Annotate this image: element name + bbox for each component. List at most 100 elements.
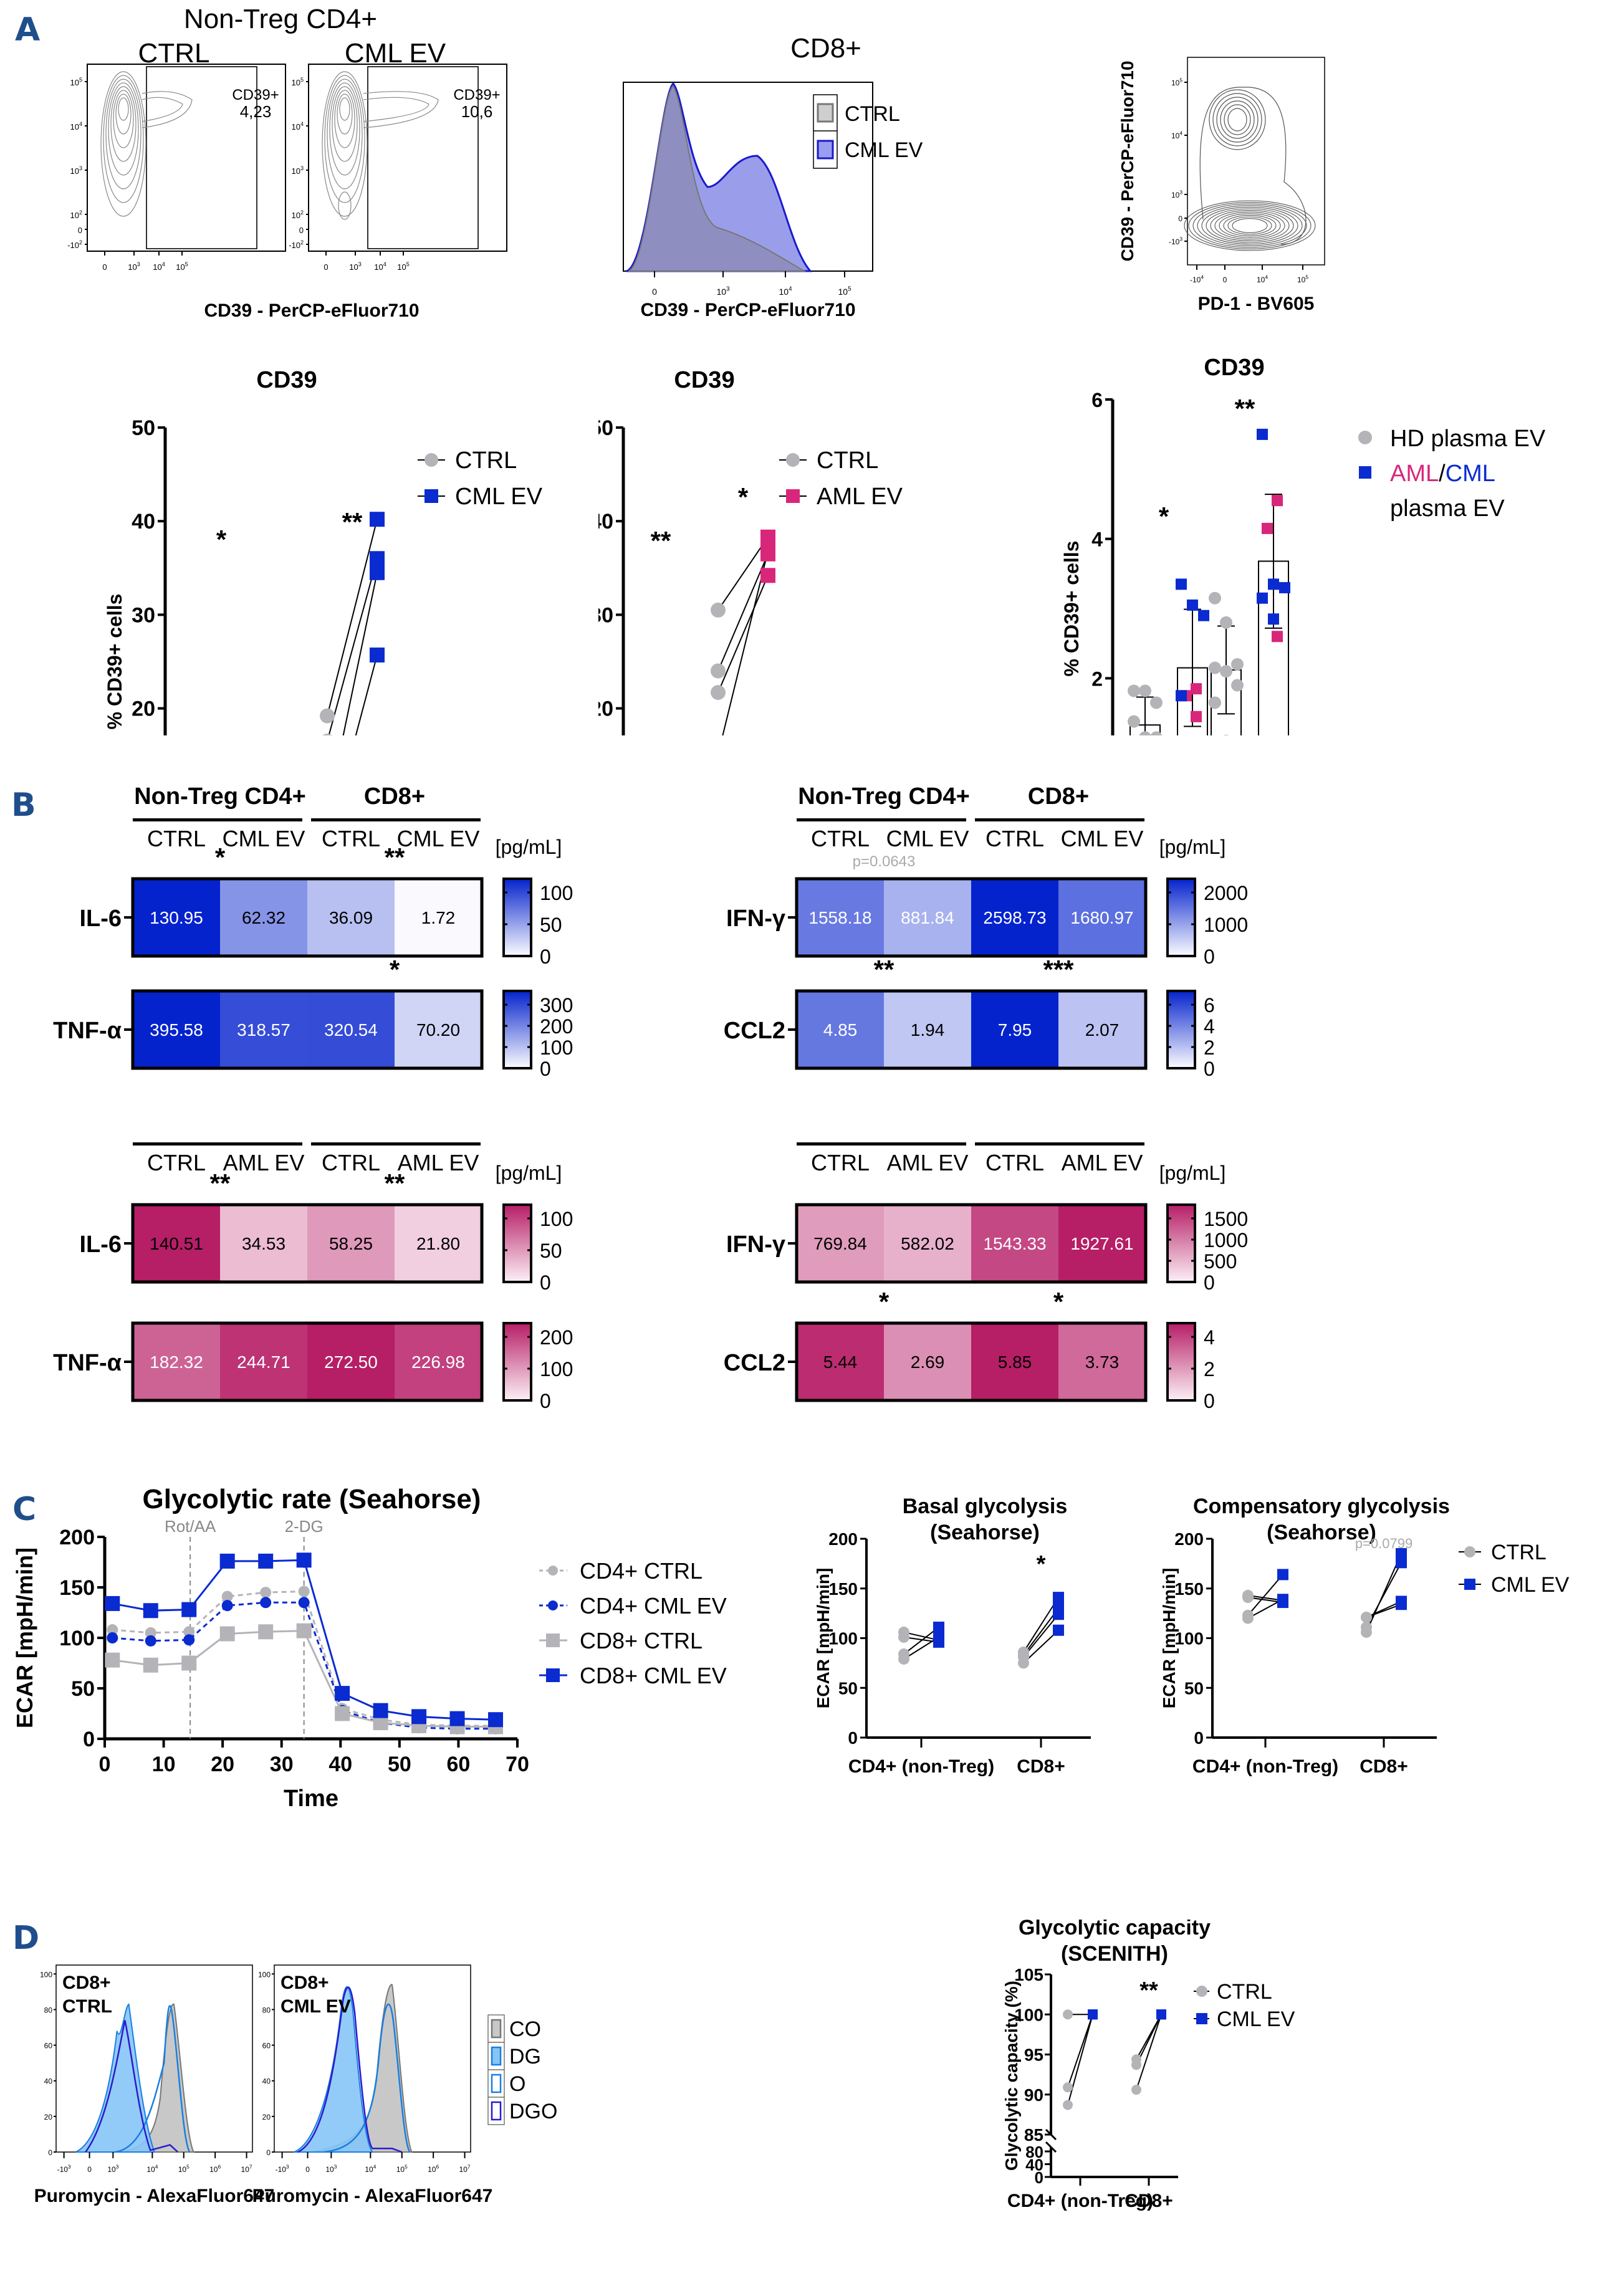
colorbar-unit: [pg/mL] bbox=[496, 1162, 562, 1184]
x-tick-label: 0 bbox=[324, 262, 328, 272]
contour-ylabel: CD39 - PerCP-eFluor710 bbox=[1118, 60, 1137, 261]
x-tick-label: 103 bbox=[128, 261, 140, 272]
heatmap-cell-value: 36.09 bbox=[329, 908, 373, 927]
contour-line bbox=[339, 97, 350, 121]
gate-rectangle bbox=[367, 66, 479, 249]
heatmap-col-label: AML EV bbox=[223, 1150, 305, 1175]
heatmap-cell bbox=[395, 1323, 482, 1400]
colorbar-tick-label: 100 bbox=[540, 1208, 573, 1230]
pair-line bbox=[1247, 1597, 1283, 1604]
data-point bbox=[105, 1652, 120, 1668]
heatmap-cell bbox=[797, 1205, 884, 1282]
data-point-treated bbox=[370, 512, 385, 527]
chart-title: Glycolytic rate (Seahorse) bbox=[143, 1484, 481, 1514]
pair-line bbox=[1023, 1597, 1059, 1653]
chart-title: Compensatory glycolysis bbox=[1193, 1495, 1450, 1518]
y-tick-label: 105 bbox=[1014, 1965, 1043, 1984]
y-tick-label: 103 bbox=[70, 165, 82, 176]
colorbar-tick-label: 0 bbox=[540, 1390, 551, 1412]
contour-line bbox=[327, 79, 363, 189]
legend-label-disease: AML/CML bbox=[1390, 461, 1495, 487]
y-tick-label: 2 bbox=[1091, 667, 1103, 690]
heatmap-cell bbox=[307, 1205, 395, 1282]
data-point-treated bbox=[933, 1621, 944, 1633]
heatmap-row-label: CCL2 bbox=[724, 1350, 785, 1376]
y-tick-label: 0 bbox=[48, 2148, 52, 2157]
heatmap-cell-value: 1680.97 bbox=[1070, 908, 1133, 927]
legend-label-hd: HD plasma EV bbox=[1390, 426, 1546, 452]
colorbar-tick-label: 0 bbox=[540, 945, 551, 968]
heatmap-group-label: CD8+ bbox=[1028, 783, 1089, 810]
contour-line bbox=[1209, 89, 1266, 150]
heatmap-cell bbox=[797, 1323, 884, 1400]
chart-cd39-cml: CD3901020304050% CD39+ cellsCD4+ (non-Tr… bbox=[103, 367, 543, 735]
data-point-cml bbox=[1257, 592, 1268, 604]
heatmap-cell bbox=[971, 879, 1058, 956]
contour-line bbox=[1199, 87, 1307, 245]
contour-line bbox=[329, 82, 360, 176]
heatmap-row-label: IL-6 bbox=[79, 1232, 122, 1258]
heatmap-cell bbox=[133, 1323, 220, 1400]
colorbar-unit: [pg/mL] bbox=[496, 836, 562, 858]
heatmap-cell bbox=[884, 879, 971, 956]
data-point-ctrl bbox=[1063, 2100, 1073, 2110]
data-point-ctrl bbox=[1018, 1657, 1029, 1669]
y-tick-label: 150 bbox=[1174, 1579, 1204, 1599]
y-tick-label: 90 bbox=[1024, 2085, 1043, 2105]
pair-line bbox=[342, 572, 378, 735]
x-tick-label: CD8+ bbox=[1360, 1756, 1408, 1777]
heatmap-cell-value: 5.44 bbox=[823, 1352, 858, 1372]
heatmap-col-label: CTRL bbox=[811, 826, 870, 851]
heatmap-cell-value: 769.84 bbox=[813, 1234, 867, 1253]
contour-line bbox=[1206, 208, 1294, 243]
data-point-ctrl bbox=[711, 685, 726, 701]
x-tick-label: 0 bbox=[87, 2165, 92, 2174]
heatmap-cell bbox=[884, 1205, 971, 1282]
heatmap-col-label: AML EV bbox=[1062, 1150, 1143, 1175]
heatmap-cell-value: 21.80 bbox=[416, 1234, 460, 1253]
legend-marker bbox=[548, 1566, 558, 1576]
data-point bbox=[296, 1552, 312, 1568]
data-point bbox=[260, 1587, 272, 1599]
significance-marker: * bbox=[1159, 502, 1169, 531]
legend-label: AML EV bbox=[817, 484, 903, 510]
data-point-aml bbox=[1191, 710, 1202, 722]
data-point-treated bbox=[1396, 1547, 1407, 1559]
data-point-ctrl bbox=[1131, 2060, 1141, 2070]
x-tick-label: 10 bbox=[152, 1753, 176, 1776]
histogram-dgo bbox=[85, 2020, 179, 2153]
y-tick-label: 50 bbox=[598, 416, 613, 440]
colorbar-tick-label: 0 bbox=[540, 1271, 551, 1294]
contour-line bbox=[322, 71, 368, 217]
x-tick-label: 104 bbox=[779, 286, 792, 297]
group-rule bbox=[797, 818, 966, 821]
heatmap-cell bbox=[971, 991, 1058, 1068]
y-tick-label: 4 bbox=[1091, 529, 1103, 551]
x-tick-label: 103 bbox=[325, 2164, 337, 2174]
contour-line bbox=[1227, 216, 1272, 235]
y-tick-label: 105 bbox=[291, 77, 304, 87]
significance-marker: * bbox=[1053, 1287, 1064, 1316]
heatmap-cell bbox=[133, 991, 220, 1068]
data-point-treated bbox=[1053, 1624, 1064, 1636]
contour-line bbox=[1219, 213, 1281, 238]
x-tick-label: 104 bbox=[146, 2164, 158, 2174]
contour-line bbox=[1188, 202, 1312, 249]
legend-swatch bbox=[491, 2101, 502, 2121]
colorbar-tick-label: 100 bbox=[540, 882, 573, 904]
colorbar-unit: [pg/mL] bbox=[1159, 836, 1226, 858]
y-axis-label: ECAR [mpH/min] bbox=[813, 1568, 833, 1709]
heatmap-cell-value: 582.02 bbox=[901, 1234, 954, 1253]
data-point bbox=[107, 1624, 118, 1636]
heatmap-row-label: TNF-α bbox=[53, 1018, 122, 1044]
axis-break bbox=[1045, 2141, 1057, 2153]
pair-line bbox=[1136, 2014, 1162, 2065]
heatmap-cell bbox=[395, 879, 482, 956]
legend-marker bbox=[424, 453, 438, 467]
panel-letter-a: A bbox=[15, 11, 41, 49]
flow-a-plot-title: CTRL bbox=[138, 38, 210, 69]
heatmap-cell-value: 2.69 bbox=[911, 1352, 945, 1372]
heatmap-cell-value: 1543.33 bbox=[983, 1234, 1046, 1253]
contour-line bbox=[1224, 104, 1251, 135]
x-tick-label: 107 bbox=[241, 2164, 252, 2174]
